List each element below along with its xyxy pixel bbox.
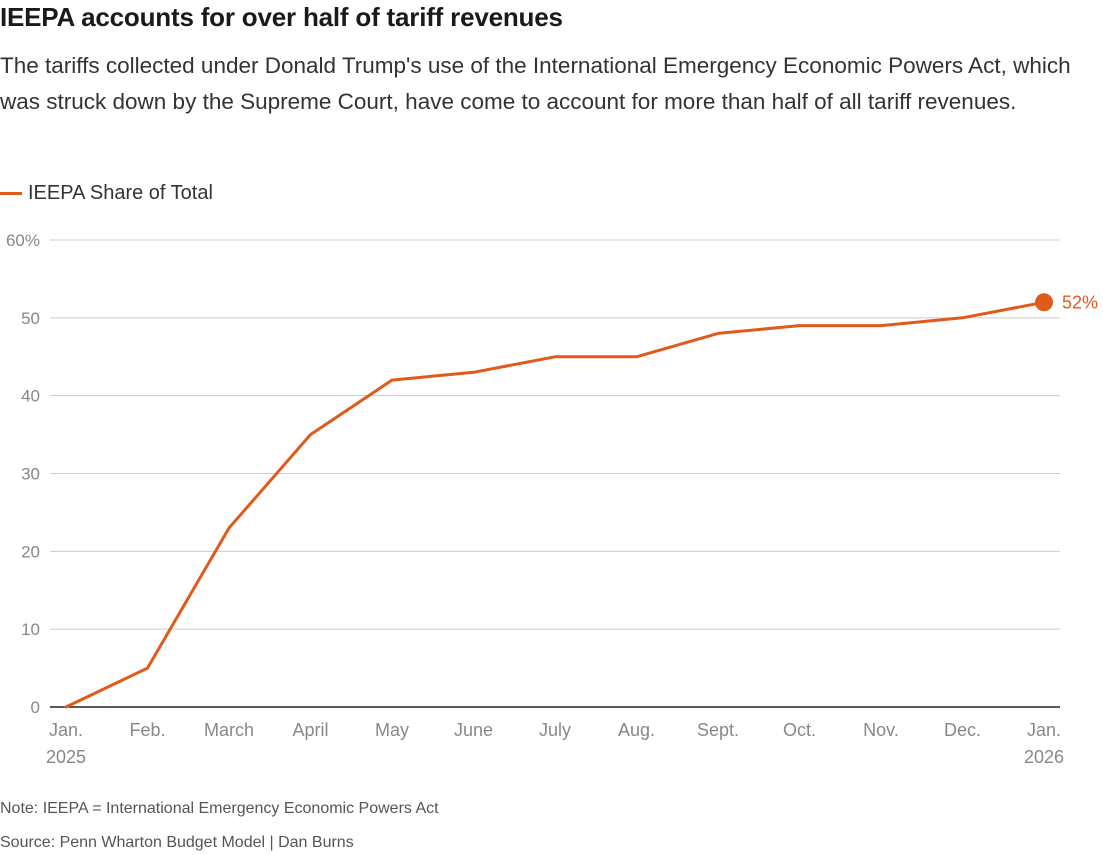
x-tick-label: July [539, 720, 571, 740]
y-tick-label: 30 [21, 465, 40, 484]
footnote: Note: IEEPA = International Emergency Ec… [0, 800, 439, 817]
x-tick-label: June [454, 720, 493, 740]
y-tick-labels: 0 10 20 30 40 50 60% [6, 231, 40, 717]
x-tick-label: May [375, 720, 409, 740]
y-tick-label: 20 [21, 542, 40, 561]
x-tick-label: Dec. [944, 720, 981, 740]
legend-swatch [0, 191, 22, 195]
line-chart: 0 10 20 30 40 50 60% Jan. 2025 Feb. March April May… [6, 231, 1098, 767]
y-tick-label: 10 [21, 620, 40, 639]
end-point-label: 52% [1062, 292, 1098, 312]
x-tick-label: Oct. [783, 720, 816, 740]
x-tick-label-year: 2026 [1024, 747, 1064, 767]
end-point-marker [1035, 293, 1053, 312]
x-tick-label: Jan. [1027, 720, 1061, 740]
x-tick-label-year: 2025 [46, 747, 86, 767]
source-credit: Source: Penn Wharton Budget Model | Dan … [0, 834, 354, 851]
y-tick-label: 40 [21, 387, 40, 406]
series-layer: 52% [64, 292, 1098, 709]
x-tick-label: Nov. [863, 720, 899, 740]
x-tick-label: Aug. [618, 720, 655, 740]
gridlines [50, 239, 1060, 708]
chart-subtitle: The tariffs collected under Donald Trump… [0, 53, 1071, 114]
y-tick-label: 0 [31, 698, 40, 717]
x-tick-label: Sept. [697, 720, 739, 740]
y-tick-label: 50 [21, 309, 40, 328]
legend: IEEPA Share of Total [0, 180, 213, 206]
x-tick-label: Jan. [49, 720, 83, 740]
x-tick-label: April [292, 720, 328, 740]
series-line-ieepa-share [64, 300, 1046, 709]
x-tick-label: March [204, 720, 254, 740]
x-tick-labels: Jan. 2025 Feb. March April May June July Aug. Sep… [46, 720, 1064, 767]
x-tick-label: Feb. [129, 720, 165, 740]
chart-title: IEEPA accounts for over half of tariff r… [0, 2, 563, 32]
y-tick-label: 60% [6, 231, 40, 250]
legend-label: IEEPA Share of Total [28, 181, 213, 204]
